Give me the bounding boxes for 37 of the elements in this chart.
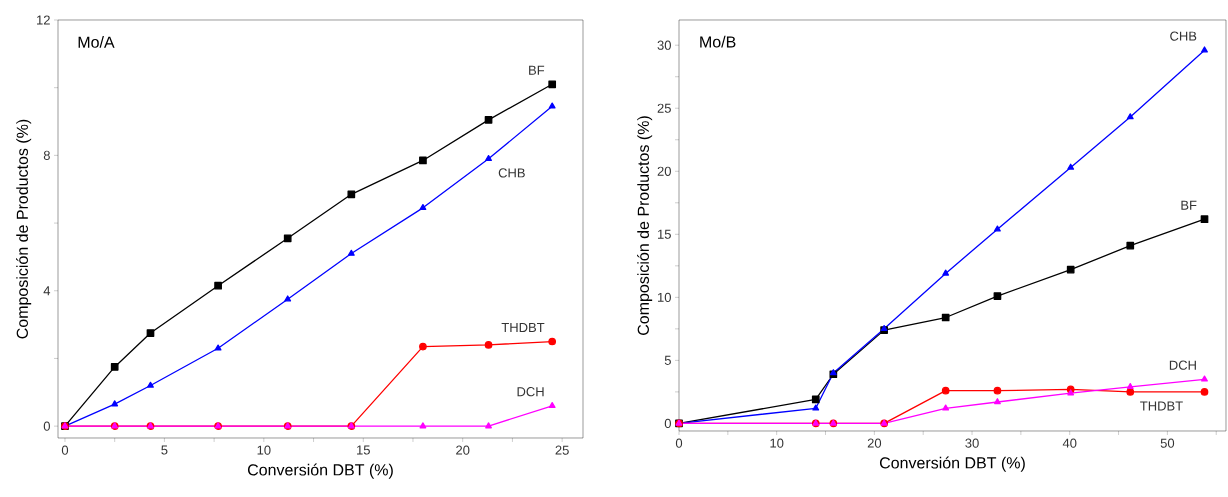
y-axis-title: Composición de Productos (%) xyxy=(16,119,32,339)
series-label: DCH xyxy=(1169,360,1196,370)
x-tick-label: 10 xyxy=(770,438,784,448)
series-label: THDBT xyxy=(501,323,545,332)
x-tick-label: 0 xyxy=(61,445,69,455)
y-tick-label: 0 xyxy=(43,421,50,431)
y-tick-label: 4 xyxy=(43,286,51,296)
y-tick-label: 30 xyxy=(657,40,671,50)
series-label: THDBT xyxy=(1140,401,1183,411)
y-tick-label: 12 xyxy=(37,15,50,25)
x-tick-label: 20 xyxy=(456,445,470,455)
series-label: DCH xyxy=(517,387,544,397)
x-tick-label: 10 xyxy=(257,445,271,455)
x-axis-title: Conversión DBT (%) xyxy=(247,463,393,479)
x-tick-label: 20 xyxy=(867,438,882,448)
series-label: BF xyxy=(529,65,545,75)
y-tick-label: 20 xyxy=(657,166,671,176)
x-tick-label: 5 xyxy=(161,445,168,455)
series-label: CHB xyxy=(1170,31,1197,41)
series-label: BF xyxy=(1181,200,1197,210)
x-tick-label: 50 xyxy=(1160,438,1175,448)
y-tick-label: 5 xyxy=(664,355,671,365)
x-tick-label: 40 xyxy=(1062,438,1077,448)
y-tick-label: 25 xyxy=(657,103,671,113)
x-tick-label: 25 xyxy=(555,445,569,455)
x-tick-label: 30 xyxy=(965,438,979,448)
y-tick-label: 15 xyxy=(658,229,671,239)
y-axis-title: Composición de Productos (%) xyxy=(637,116,653,335)
y-tick-label: 10 xyxy=(658,292,671,302)
annotation: Mo/B xyxy=(700,35,736,48)
annotation: Mo/A xyxy=(78,36,115,48)
x-tick-label: 15 xyxy=(357,445,370,455)
series-label: CHB xyxy=(498,168,525,178)
x-tick-label: 0 xyxy=(675,438,683,448)
y-tick-label: 8 xyxy=(43,150,50,160)
x-axis-title: Conversión DBT (%) xyxy=(879,456,1025,472)
y-tick-label: 0 xyxy=(664,418,671,429)
